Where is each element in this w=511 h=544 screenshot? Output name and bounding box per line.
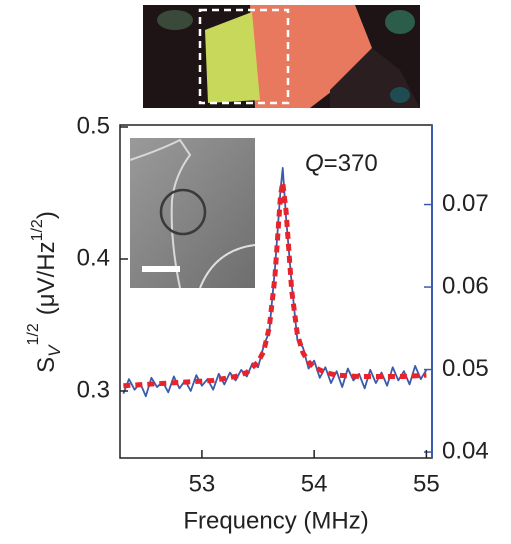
- y-label-part: S: [33, 357, 60, 373]
- y-tick-label: 0.3: [77, 376, 110, 403]
- x-axis-label: Frequency (MHz): [183, 507, 368, 534]
- sem-inset: [129, 138, 256, 289]
- y-label-part: 1/2: [25, 323, 42, 345]
- x-tick-label: 55: [413, 470, 440, 497]
- annotation: Q=370: [305, 150, 378, 177]
- y-tick-label: 0.5: [77, 112, 110, 139]
- y-label-part: V: [45, 344, 64, 357]
- annotation-part: Q: [305, 150, 324, 177]
- y2-tick-label: 0.07: [442, 190, 489, 217]
- y-label-part: 1/2: [29, 219, 46, 241]
- data-line: [122, 167, 428, 398]
- y-axis-label: SV1/2(μV/Hz1/2): [25, 211, 64, 373]
- y2-tick-label: 0.05: [442, 355, 489, 382]
- y-tick-label: 0.4: [77, 244, 110, 271]
- optical-image: [143, 5, 420, 108]
- y2-tick-label: 0.06: [442, 272, 489, 299]
- x-tick-label: 54: [301, 470, 328, 497]
- y-label-part: (μV/Hz: [33, 241, 60, 315]
- annotation-part: =370: [324, 150, 378, 177]
- y2-tick-label: 0.04: [442, 437, 489, 464]
- x-tick-label: 53: [189, 470, 216, 497]
- fit-line: [123, 179, 427, 389]
- y-label-part: ): [33, 211, 60, 219]
